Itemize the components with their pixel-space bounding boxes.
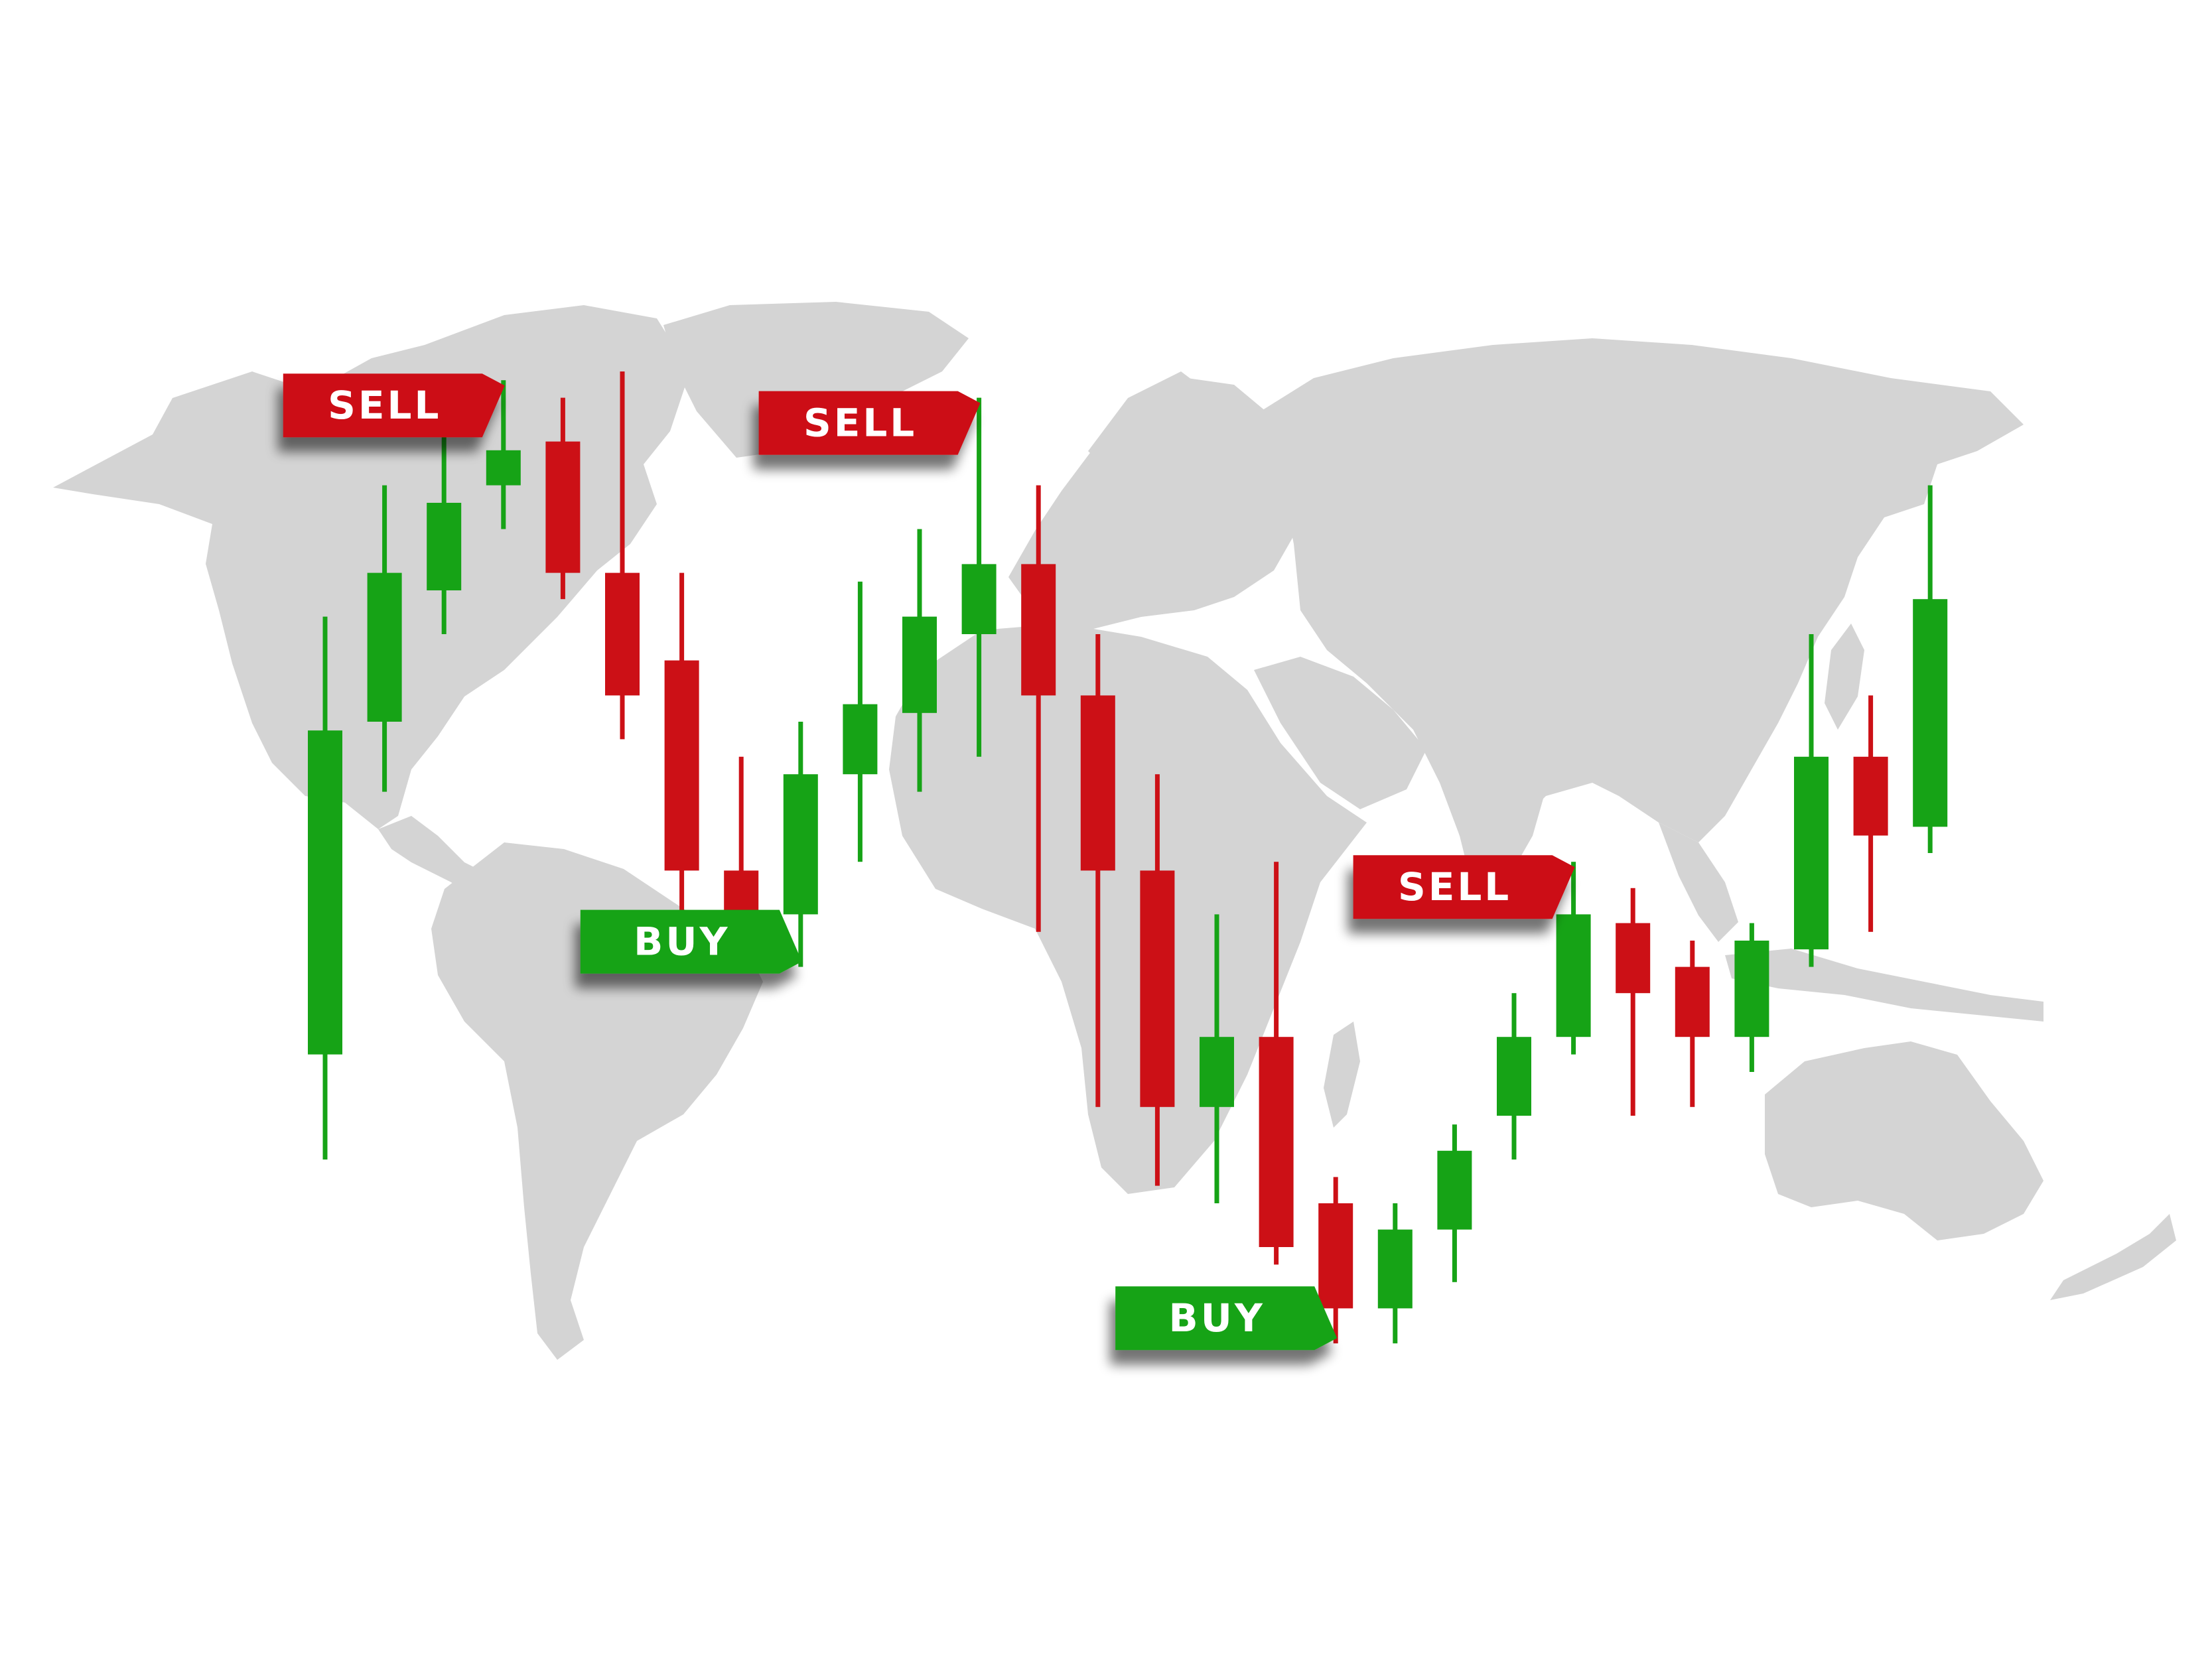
- europe-landmass: [1008, 378, 1300, 630]
- buy-signal-flag: BUY: [1115, 1286, 1338, 1351]
- flag-shape: [580, 909, 802, 974]
- candle-body: [1616, 923, 1651, 994]
- africa-landmass: [889, 624, 1367, 1194]
- flag-shape: [758, 391, 981, 455]
- flag-shape: [1353, 855, 1575, 919]
- candle-body: [1675, 966, 1710, 1037]
- candle-body: [783, 774, 818, 915]
- candle-15: [1140, 774, 1175, 1186]
- indonesia-islands: [1725, 949, 2043, 1022]
- candle-body: [1853, 756, 1888, 836]
- signal-label: SELL: [328, 383, 441, 428]
- candle-wick: [1630, 888, 1635, 1116]
- australia-landmass: [1765, 1041, 2043, 1240]
- candle-27: [1853, 695, 1888, 932]
- candle-21: [1497, 993, 1531, 1160]
- scandinavia-landmass: [1088, 371, 1208, 478]
- candle-body: [1318, 1203, 1353, 1309]
- north-america-landmass: [53, 305, 690, 829]
- candle-19: [1377, 1203, 1413, 1344]
- candle-26: [1794, 634, 1829, 967]
- arabian-peninsula-landmass: [1254, 657, 1426, 809]
- candle-body: [1437, 1150, 1472, 1230]
- signal-label: SELL: [1398, 864, 1511, 909]
- madagascar-landmass: [1324, 1022, 1360, 1128]
- candle-16: [1200, 914, 1234, 1203]
- candle-24: [1675, 941, 1710, 1107]
- candle-wick: [620, 371, 625, 740]
- southeast-asia-landmass: [1659, 823, 1738, 942]
- japan-landmass: [1825, 624, 1864, 730]
- candle-10: [843, 581, 878, 862]
- greenland-landmass: [663, 302, 969, 458]
- candle-body: [1497, 1037, 1531, 1116]
- canadian-islands: [504, 312, 637, 362]
- candle-body: [308, 730, 342, 1055]
- sell-signal-flag: SELL: [1353, 855, 1575, 919]
- candle-12: [961, 397, 997, 757]
- candle-body: [545, 441, 581, 573]
- new-zealand-landmass: [2050, 1214, 2176, 1300]
- sell-signal-flag: SELL: [283, 373, 505, 438]
- candle-body: [367, 572, 402, 722]
- candle-28: [1913, 485, 1948, 853]
- candle-body: [486, 450, 521, 486]
- candle-11: [902, 529, 937, 792]
- candle-body: [427, 503, 462, 590]
- candle-14: [1080, 634, 1115, 1107]
- candle-body: [1140, 870, 1175, 1107]
- candle-17: [1259, 862, 1294, 1265]
- candle-body: [1021, 564, 1056, 696]
- signal-flags: SELL SELL SELL BUY BUY: [283, 373, 1575, 1351]
- candle-body: [1377, 1229, 1413, 1309]
- candle-body: [664, 660, 699, 871]
- candle-1: [308, 616, 342, 1160]
- candle-body: [1734, 941, 1769, 1037]
- candle-body: [1200, 1037, 1234, 1107]
- candle-25: [1734, 923, 1769, 1072]
- candle-23: [1616, 888, 1651, 1116]
- candle-body: [961, 564, 997, 634]
- candle-18: [1318, 1177, 1353, 1344]
- candle-body: [1259, 1037, 1294, 1247]
- candle-9: [783, 722, 818, 967]
- candle-4: [486, 380, 521, 529]
- candle-body: [1913, 599, 1948, 827]
- candle-body: [605, 572, 640, 696]
- candle-body: [902, 616, 937, 713]
- candle-5: [545, 397, 581, 600]
- flag-shape: [1115, 1286, 1338, 1351]
- signal-label: BUY: [634, 919, 730, 964]
- candle-wick: [738, 756, 744, 950]
- asia-landmass: [1261, 338, 2024, 856]
- candle-22: [1556, 862, 1591, 1055]
- candle-2: [367, 485, 402, 792]
- candle-wick: [1036, 485, 1041, 932]
- sell-signal-flag: SELL: [758, 391, 981, 455]
- signal-label: SELL: [803, 401, 917, 446]
- buy-signal-flag: BUY: [580, 909, 802, 974]
- candle-body: [843, 704, 878, 775]
- candle-6: [605, 371, 640, 740]
- flag-shape: [283, 373, 505, 438]
- signal-label: BUY: [1169, 1295, 1265, 1341]
- candle-3: [427, 406, 462, 634]
- candle-body: [1556, 914, 1591, 1037]
- candlestick-series: [308, 371, 1948, 1344]
- candle-7: [664, 572, 699, 959]
- candle-20: [1437, 1124, 1472, 1282]
- candle-13: [1021, 485, 1056, 932]
- candle-body: [1794, 756, 1829, 950]
- candle-body: [1080, 695, 1115, 871]
